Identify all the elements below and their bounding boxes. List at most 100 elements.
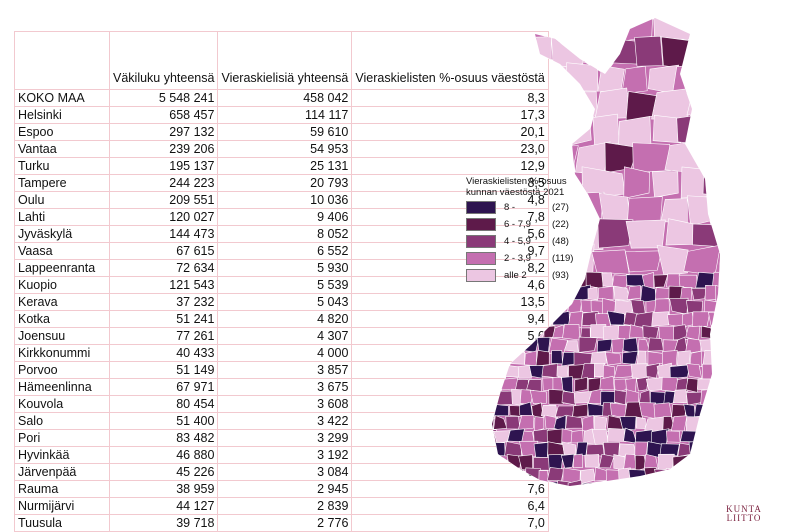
municipality-area <box>643 453 659 471</box>
municipality-area <box>722 313 730 328</box>
municipality-area <box>554 405 575 418</box>
cell-name: Jyväskylä <box>14 225 110 243</box>
municipality-area <box>492 299 495 315</box>
municipality-area <box>500 377 518 391</box>
cell-name: KOKO MAA <box>14 89 110 107</box>
municipality-area <box>614 378 628 393</box>
municipality-area <box>665 430 681 443</box>
municipality-area <box>715 365 720 378</box>
table-row: Vantaa 239 206 54 953 23,0 <box>14 140 549 158</box>
municipality-area <box>500 245 542 279</box>
municipality-area <box>611 274 629 290</box>
municipality-area <box>503 219 538 250</box>
municipality-area <box>538 192 573 224</box>
municipality-area <box>492 441 493 459</box>
municipality-area <box>541 284 557 303</box>
municipality-area <box>724 379 730 392</box>
table-row: Lappeenranta 72 634 5 930 8,2 <box>14 259 549 277</box>
table-row: Oulu 209 551 10 036 4,8 <box>14 191 549 209</box>
municipality-area <box>505 35 528 68</box>
municipality-area <box>517 414 535 431</box>
logo-line1: KUNTA <box>726 504 762 514</box>
municipality-area <box>512 64 541 90</box>
legend-item: 4 - 5,9 (48) <box>466 234 592 249</box>
municipality-area <box>492 62 519 94</box>
cell-population: 297 132 <box>108 123 219 141</box>
municipality-area <box>504 298 518 316</box>
municipality-area <box>535 349 550 367</box>
municipality-area <box>711 271 720 290</box>
municipality-area <box>670 415 688 432</box>
municipality-area <box>592 113 620 147</box>
cell-population: 120 027 <box>108 208 219 226</box>
municipality-area <box>651 171 679 198</box>
legend-label: 6 - 7,9 <box>504 219 531 230</box>
municipality-area <box>613 364 635 379</box>
municipality-area <box>701 416 716 430</box>
cell-name: Turku <box>14 157 110 175</box>
municipality-area <box>560 453 575 469</box>
cell-foreign-speakers: 3 422 <box>217 412 353 430</box>
cell-foreign-speakers: 4 307 <box>217 327 353 345</box>
municipality-area <box>528 481 546 486</box>
municipality-area <box>599 375 615 390</box>
table-row: Kotka 51 241 4 820 9,4 <box>14 310 549 328</box>
municipality-area <box>651 311 670 327</box>
municipality-area <box>680 430 700 443</box>
municipality-area <box>597 286 614 301</box>
municipality-area <box>665 468 679 484</box>
cell-share: 4,6 <box>351 276 549 294</box>
municipality-area <box>533 442 549 459</box>
municipality-area <box>535 243 572 273</box>
municipality-area <box>651 479 667 486</box>
table-row: Nurmijärvi 44 127 2 839 6,4 <box>14 497 549 515</box>
municipality-area <box>633 311 654 329</box>
table-row: Tampere 244 223 20 793 8,5 <box>14 174 549 192</box>
municipality-area <box>725 442 730 457</box>
municipality-area <box>529 273 544 289</box>
municipality-area <box>578 336 598 353</box>
cell-foreign-speakers: 8 052 <box>217 225 353 243</box>
municipality-area <box>625 219 666 249</box>
cell-foreign-speakers: 114 117 <box>217 106 353 124</box>
municipality-area <box>492 323 504 339</box>
municipality-area <box>492 454 509 470</box>
legend-swatch <box>466 252 496 265</box>
legend-count: (22) <box>552 219 569 230</box>
municipality-area <box>714 246 720 275</box>
municipality-area <box>672 454 691 470</box>
municipality-area <box>591 428 609 445</box>
municipality-area <box>711 324 720 341</box>
municipality-area <box>597 218 634 249</box>
municipality-area <box>492 36 509 68</box>
municipality-area <box>492 350 511 365</box>
municipality-area <box>656 245 689 277</box>
municipality-area <box>694 403 713 417</box>
legend-item: 6 - 7,9 (22) <box>466 217 592 232</box>
municipality-area <box>653 18 694 40</box>
municipality-area <box>565 62 599 92</box>
municipality-area <box>531 36 552 70</box>
legend-count: (27) <box>552 202 569 213</box>
cell-share: 17,3 <box>351 106 549 124</box>
municipality-area <box>544 299 557 312</box>
cell-population: 121 543 <box>108 276 219 294</box>
cell-foreign-speakers: 3 299 <box>217 429 353 447</box>
municipality-area <box>645 377 664 392</box>
municipality-area <box>726 392 730 406</box>
cell-name: Kerava <box>14 293 110 311</box>
header-share: Vieraskielisten %-osuus väestöstä <box>351 31 549 90</box>
cell-name: Hämeenlinna <box>14 378 110 396</box>
municipality-area <box>611 338 626 354</box>
municipality-area <box>492 350 494 368</box>
municipality-area <box>651 87 693 120</box>
municipality-area <box>613 285 631 301</box>
municipality-area <box>567 479 583 486</box>
finland-map <box>491 17 730 487</box>
cell-foreign-speakers: 3 608 <box>217 395 353 413</box>
municipality-area <box>492 338 497 355</box>
municipality-area <box>686 363 702 379</box>
municipality-area <box>686 18 720 44</box>
municipality-area <box>492 88 513 120</box>
